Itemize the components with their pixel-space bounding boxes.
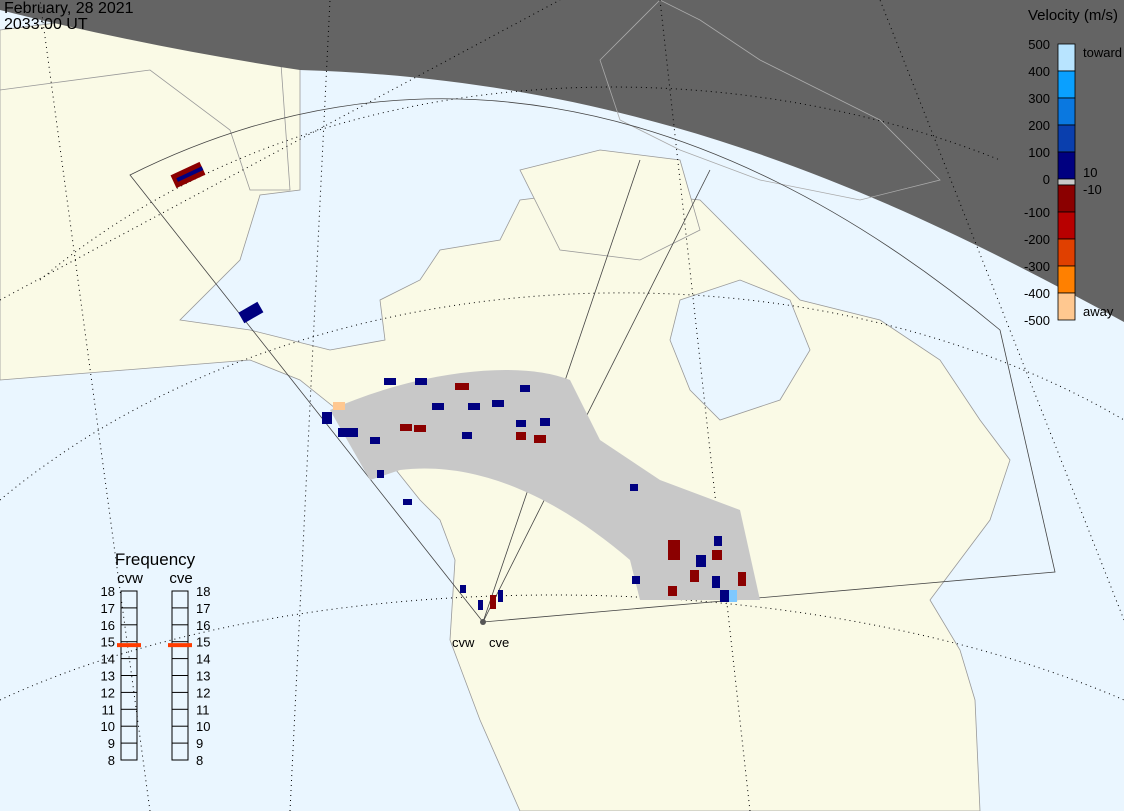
gs-upper-label: 10 xyxy=(1083,165,1097,180)
frequency-title: Frequency xyxy=(115,550,196,569)
frequency-tick-label: 15 xyxy=(196,635,210,650)
colorbar-title: Velocity (m/s) xyxy=(1028,7,1118,24)
colorbar-segment xyxy=(1057,265,1076,294)
frequency-tick-label: 10 xyxy=(196,719,210,734)
colorbar-segment xyxy=(1057,43,1076,72)
colorbar-tick-label: 0 xyxy=(1043,172,1050,187)
velocity-echoes xyxy=(170,161,746,610)
time-label: 2033:00 UT xyxy=(4,16,88,33)
frequency-tick-label: 8 xyxy=(108,753,115,768)
away-label: away xyxy=(1083,304,1114,319)
frequency-tick-label: 12 xyxy=(196,685,210,700)
colorbar-ground-scatter xyxy=(1057,178,1076,186)
colorbar-segment xyxy=(1057,292,1076,321)
colorbar-segment xyxy=(1057,211,1076,240)
radar-label-cve: cve xyxy=(489,635,509,650)
radar-name-cve: cve xyxy=(169,570,192,587)
frequency-tick-label: 9 xyxy=(196,736,203,751)
arctic-islands xyxy=(519,149,701,261)
colorbar-segment xyxy=(1057,151,1076,180)
colorbar-tick-label: -500 xyxy=(1024,313,1050,328)
radar-label-cvw: cvw xyxy=(452,635,475,650)
colorbar-segment xyxy=(1057,184,1076,213)
ground-scatter xyxy=(330,370,760,600)
colorbar-segment xyxy=(1057,70,1076,99)
colorbar-tick-label: 400 xyxy=(1028,64,1050,79)
radar-name-cvw: cvw xyxy=(117,570,143,587)
colorbar-tick-label: 300 xyxy=(1028,91,1050,106)
frequency-tick-label: 12 xyxy=(101,685,115,700)
colorbar-tick-label: -100 xyxy=(1024,205,1050,220)
colorbar-tick-label: 200 xyxy=(1028,118,1050,133)
frequency-tick-label: 18 xyxy=(101,584,115,599)
gs-lower-label: -10 xyxy=(1083,182,1102,197)
frequency-tick-label: 17 xyxy=(196,601,210,616)
colorbar-tick-label: -400 xyxy=(1024,286,1050,301)
colorbar-tick-label: -200 xyxy=(1024,232,1050,247)
frequency-tick-label: 8 xyxy=(196,753,203,768)
greenland-outline xyxy=(599,0,941,201)
frequency-tick-label: 11 xyxy=(102,702,116,717)
frequency-tick-label: 16 xyxy=(101,618,115,633)
frequency-tick-label: 13 xyxy=(101,669,115,684)
toward-label: toward xyxy=(1083,45,1122,60)
colorbar-tick-label: 500 xyxy=(1028,37,1050,52)
frequency-tick-label: 14 xyxy=(196,652,210,667)
frequency-tick-label: 14 xyxy=(101,652,115,667)
radar-site-marker xyxy=(480,619,486,625)
night-shade xyxy=(0,0,1124,322)
colorbar-segment xyxy=(1057,238,1076,267)
colorbar-ticks: 500 400 300 200 100 0 -100 -200 -300 -400 -500 xyxy=(1024,37,1050,328)
frequency-tick-label: 16 xyxy=(196,618,210,633)
date-label: February, 28 2021 xyxy=(4,0,134,17)
frequency-tick-label: 11 xyxy=(196,702,210,717)
colorbar-tick-label: 100 xyxy=(1028,145,1050,160)
frequency-tick-label: 9 xyxy=(108,736,115,751)
frequency-tick-label: 18 xyxy=(196,584,210,599)
velocity-colorbar xyxy=(1057,43,1076,321)
colorbar-segment xyxy=(1057,124,1076,153)
frequency-tick-label: 10 xyxy=(101,719,115,734)
frequency-tick-label: 13 xyxy=(196,669,210,684)
frequency-tick-label: 15 xyxy=(101,635,115,650)
hudson-bay xyxy=(669,279,811,421)
colorbar-segment xyxy=(1057,97,1076,126)
colorbar-tick-label: -300 xyxy=(1024,259,1050,274)
frequency-tick-label: 17 xyxy=(101,601,115,616)
